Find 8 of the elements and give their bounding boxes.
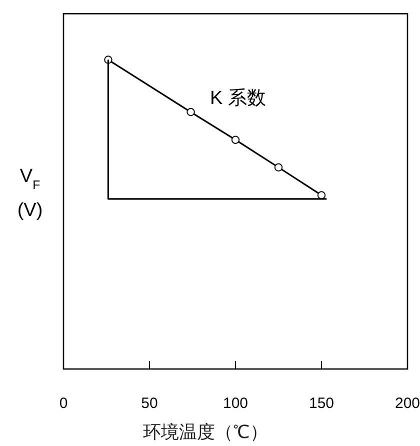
x-axis-title: 环境温度（℃）	[143, 422, 268, 442]
y-axis-title: V$_{F}$ (V)	[17, 166, 43, 221]
x-tick-label: 50	[141, 395, 158, 412]
x-tick-label: 150	[308, 395, 334, 412]
x-tick-label: 200	[394, 395, 420, 412]
x-tick-label: 0	[59, 395, 68, 412]
annotation: K 系数	[210, 88, 266, 109]
x-tick-label: 100	[222, 395, 248, 412]
